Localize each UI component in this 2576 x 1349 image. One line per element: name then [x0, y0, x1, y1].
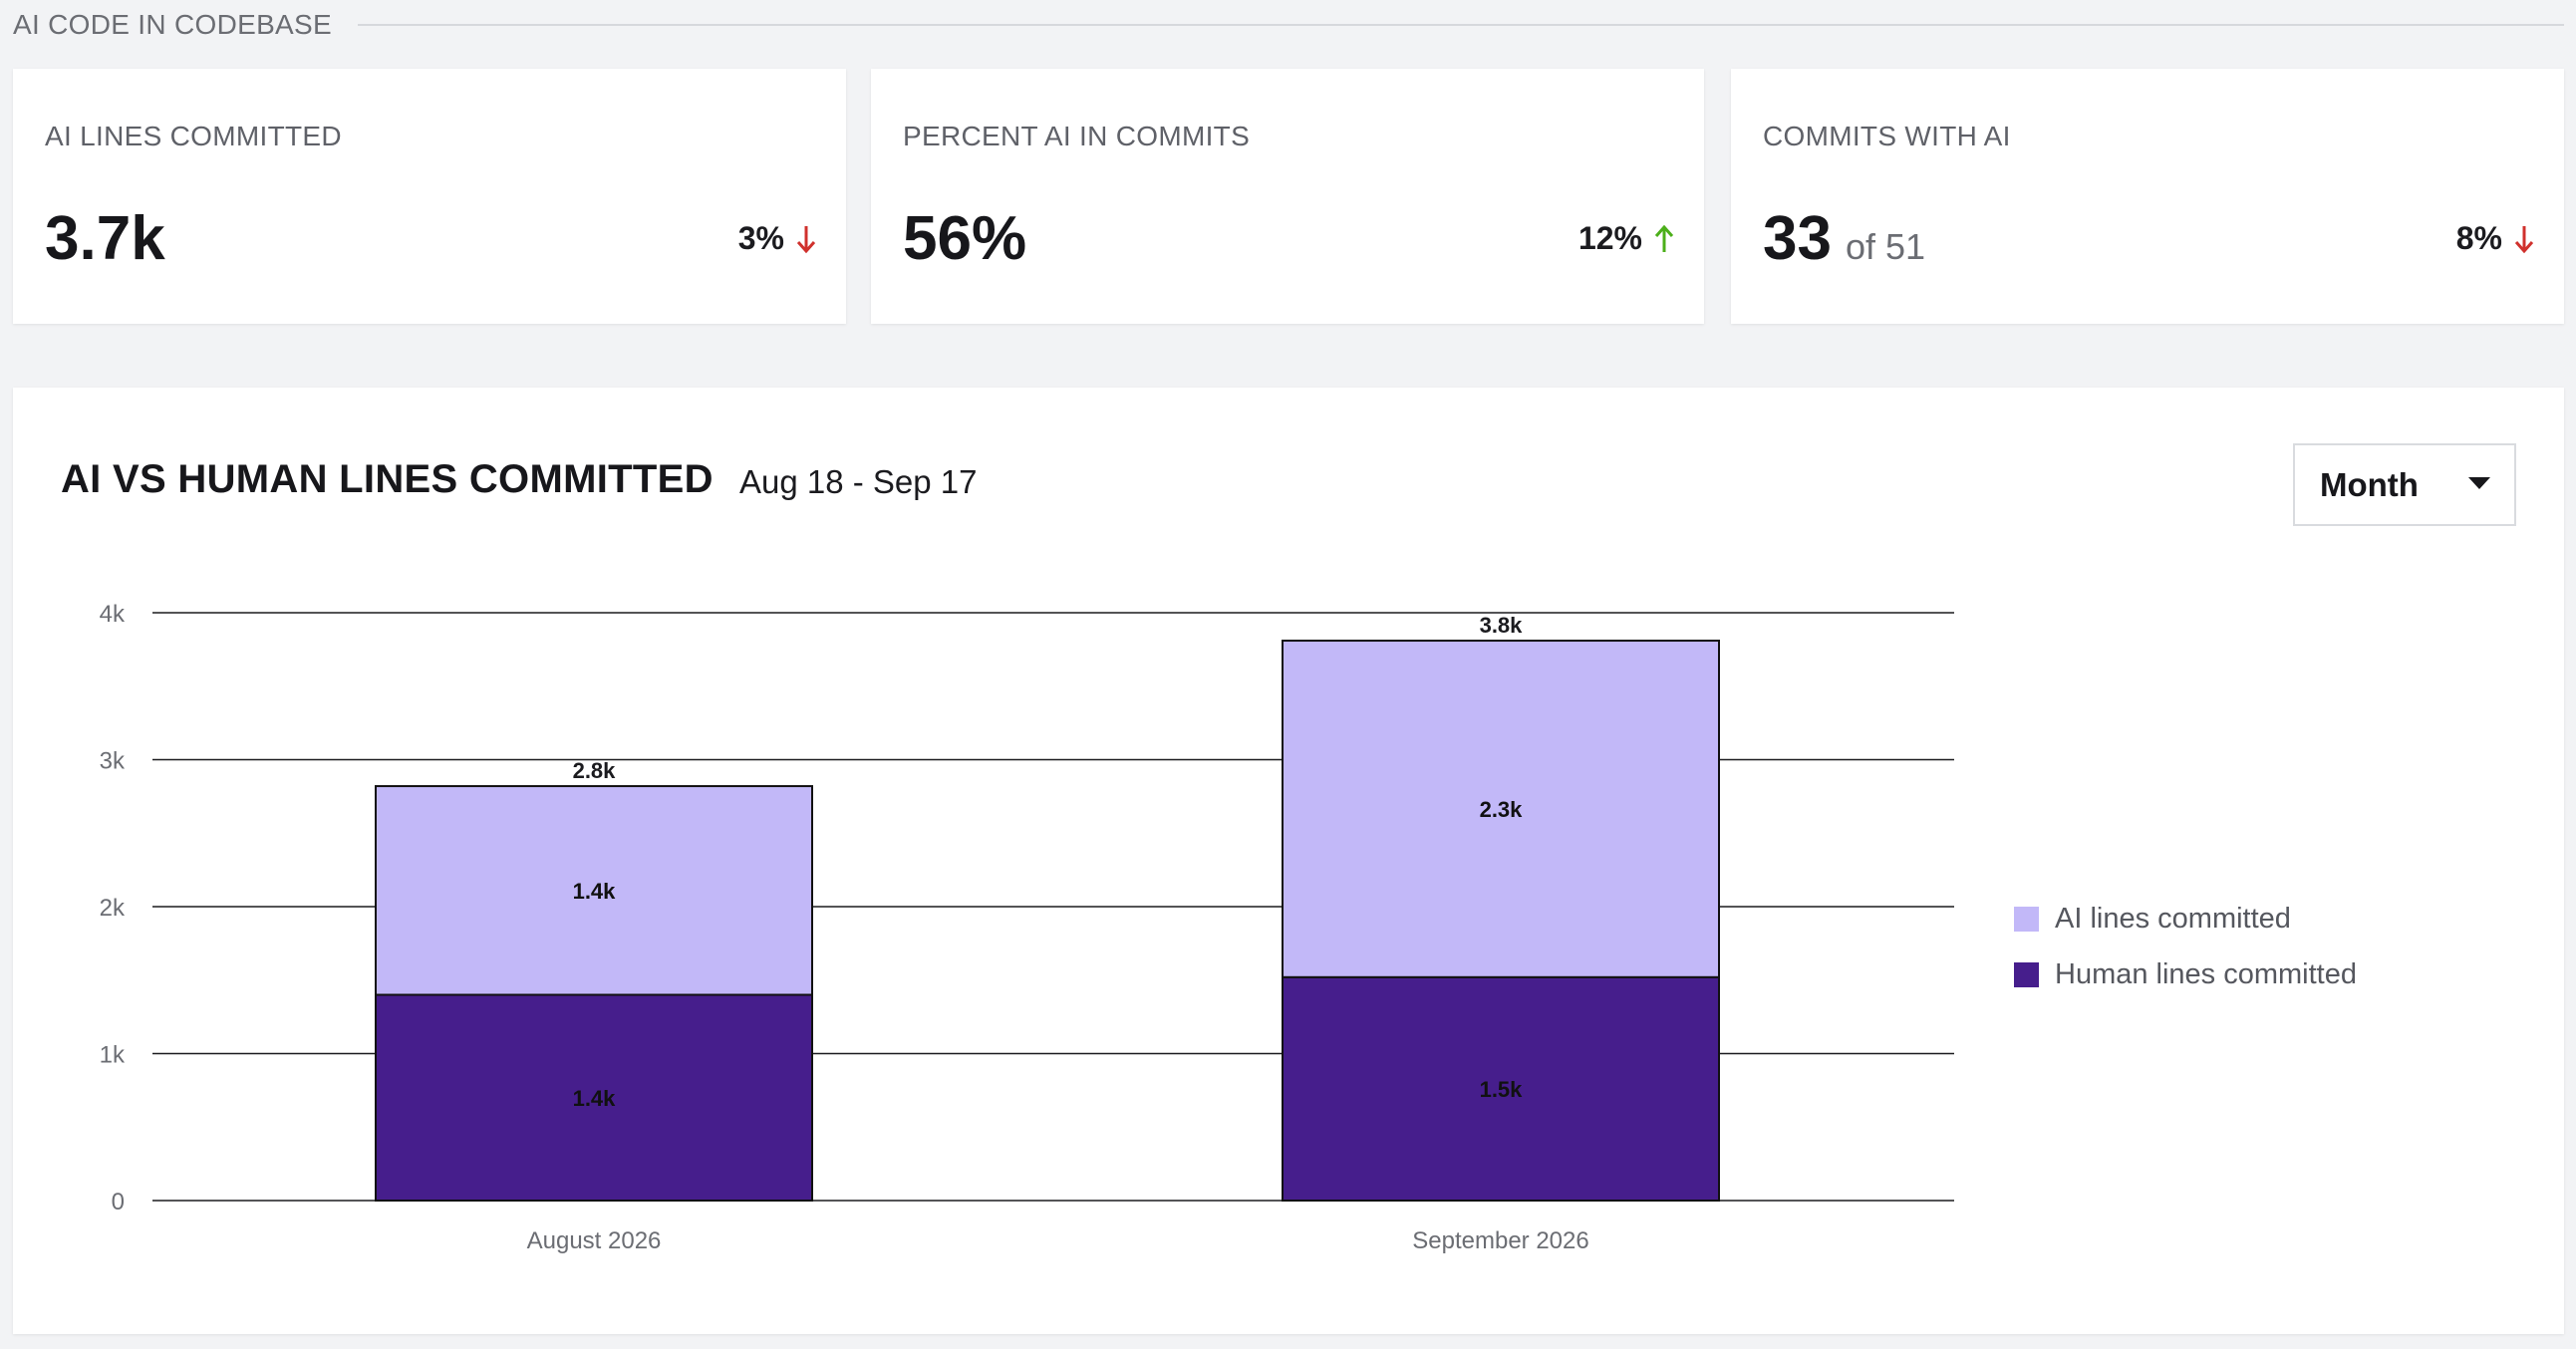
kpi-trend: 12% — [1578, 220, 1674, 257]
kpi-card-commits-ai: COMMITS WITH AI 33 of 51 8% — [1731, 69, 2564, 324]
y-tick-label: 2k — [100, 895, 126, 922]
bar-segment — [1282, 975, 1720, 1202]
kpi-trend: 3% — [738, 220, 816, 257]
kpi-card-ai-lines: AI LINES COMMITTED 3.7k 3% — [13, 69, 846, 324]
section-header: AI CODE IN CODEBASE — [13, 0, 2564, 50]
legend-swatch — [2014, 961, 2039, 987]
kpi-change: 12% — [1577, 220, 1642, 256]
section-divider — [358, 24, 2564, 26]
legend-swatch — [2014, 906, 2039, 932]
kpi-value: 56% — [903, 203, 1026, 274]
chart-date-range: Aug 18 - Sep 17 — [739, 463, 978, 500]
x-tick-label: August 2026 — [527, 1227, 662, 1254]
y-tick-label: 4k — [100, 601, 126, 628]
bar-value-label: 1.4k — [573, 1086, 617, 1111]
y-tick-label: 3k — [100, 748, 126, 775]
kpi-label: COMMITS WITH AI — [1763, 121, 2011, 151]
bar-value-label: 1.5k — [1480, 1077, 1524, 1102]
kpi-label: AI LINES COMMITTED — [45, 121, 342, 151]
legend-label: Human lines committed — [2055, 957, 2357, 990]
kpi-value-number: 3.7k — [45, 204, 165, 273]
legend-item[interactable]: AI lines committed — [2014, 891, 2357, 946]
kpi-value: 3.7k — [45, 203, 165, 274]
kpi-value-total: of 51 — [1845, 226, 1926, 267]
kpi-change: 8% — [2455, 220, 2502, 256]
bar-total-label: 2.8k — [573, 758, 617, 783]
bar-total-label: 3.8k — [1480, 613, 1524, 638]
kpi-trend: 8% — [2456, 220, 2534, 257]
y-tick-label: 0 — [112, 1189, 125, 1215]
arrow-down-icon — [796, 224, 816, 254]
kpi-value: 33 of 51 — [1763, 203, 1925, 274]
arrow-down-icon — [2514, 224, 2534, 254]
arrow-up-icon — [1654, 224, 1674, 254]
chart-title: AI VS HUMAN LINES COMMITTED — [61, 457, 714, 501]
stacked-bar-chart: 0 1k 2k 3k 4k 1.4k 1.4k 2.8k August 2026 1.5k 2.3k… — [100, 601, 1954, 1254]
kpi-value-number: 56% — [903, 204, 1027, 273]
kpi-change: 3% — [737, 220, 784, 256]
x-tick-label: September 2026 — [1412, 1227, 1588, 1254]
legend-item[interactable]: Human lines committed — [2014, 946, 2357, 1002]
bar-value-label: 2.3k — [1480, 797, 1524, 822]
period-select[interactable]: Month — [2293, 443, 2516, 526]
period-select-value: Month — [2320, 465, 2419, 503]
y-tick-label: 1k — [100, 1042, 126, 1069]
chart-card: AI VS HUMAN LINES COMMITTED Aug 18 - Sep… — [13, 388, 2564, 1334]
caret-down-icon — [2468, 476, 2490, 494]
kpi-card-percent-ai: PERCENT AI IN COMMITS 56% 12% — [871, 69, 1704, 324]
kpi-label: PERCENT AI IN COMMITS — [903, 121, 1251, 151]
kpi-value-number: 33 — [1763, 204, 1832, 273]
kpi-row: AI LINES COMMITTED 3.7k 3% PERCENT AI IN… — [13, 69, 2564, 324]
bar-value-label: 1.4k — [573, 879, 617, 904]
bar-segment — [1282, 640, 1720, 978]
bar-segment — [375, 785, 813, 996]
chart-legend: AI lines committed Human lines committed — [2014, 891, 2357, 1002]
section-title: AI CODE IN CODEBASE — [13, 9, 332, 40]
legend-label: AI lines committed — [2055, 902, 2291, 935]
